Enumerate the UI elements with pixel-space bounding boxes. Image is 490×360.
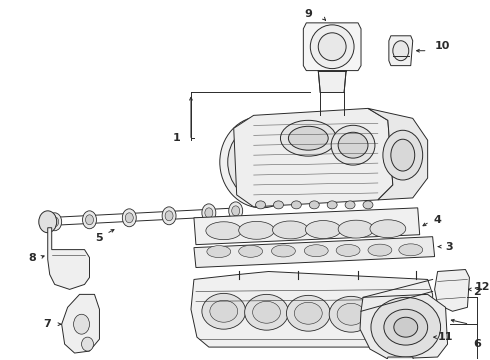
Polygon shape — [191, 271, 433, 347]
Ellipse shape — [383, 130, 423, 180]
Polygon shape — [389, 36, 413, 66]
Ellipse shape — [287, 295, 330, 331]
Polygon shape — [368, 108, 428, 200]
Polygon shape — [318, 71, 346, 93]
Ellipse shape — [292, 201, 301, 209]
Ellipse shape — [331, 125, 375, 165]
Ellipse shape — [338, 132, 368, 158]
Ellipse shape — [162, 207, 176, 225]
Ellipse shape — [371, 297, 415, 333]
Ellipse shape — [371, 297, 441, 357]
Ellipse shape — [329, 296, 373, 332]
Text: 11: 11 — [438, 332, 453, 342]
Ellipse shape — [368, 244, 392, 256]
Ellipse shape — [294, 302, 322, 324]
Text: 9: 9 — [304, 9, 312, 19]
Ellipse shape — [253, 301, 280, 323]
Ellipse shape — [327, 201, 337, 209]
Ellipse shape — [338, 220, 374, 238]
Ellipse shape — [363, 201, 373, 209]
Ellipse shape — [245, 294, 289, 330]
Ellipse shape — [384, 309, 428, 345]
Text: 3: 3 — [446, 242, 453, 252]
Ellipse shape — [345, 201, 355, 209]
Polygon shape — [385, 357, 416, 360]
Text: 6: 6 — [473, 339, 481, 349]
Ellipse shape — [391, 139, 415, 171]
Ellipse shape — [48, 213, 62, 231]
Polygon shape — [194, 237, 435, 267]
Polygon shape — [234, 108, 393, 207]
Text: 1: 1 — [173, 133, 181, 143]
Text: 10: 10 — [435, 41, 450, 51]
Ellipse shape — [289, 126, 328, 150]
Ellipse shape — [337, 303, 365, 325]
Ellipse shape — [310, 25, 354, 69]
Ellipse shape — [207, 246, 231, 257]
Ellipse shape — [220, 116, 303, 208]
Ellipse shape — [394, 317, 417, 337]
Ellipse shape — [271, 245, 295, 257]
Ellipse shape — [232, 206, 240, 216]
Ellipse shape — [244, 142, 279, 182]
Ellipse shape — [370, 220, 406, 238]
Ellipse shape — [256, 201, 266, 209]
Ellipse shape — [272, 221, 308, 239]
Ellipse shape — [336, 244, 360, 256]
Ellipse shape — [205, 208, 213, 218]
Ellipse shape — [125, 213, 133, 223]
Ellipse shape — [122, 209, 136, 227]
Ellipse shape — [239, 221, 274, 239]
Ellipse shape — [210, 300, 238, 322]
Ellipse shape — [202, 204, 216, 222]
Ellipse shape — [318, 33, 346, 60]
Ellipse shape — [393, 41, 409, 60]
Ellipse shape — [309, 201, 319, 209]
Text: 12: 12 — [475, 282, 490, 292]
Ellipse shape — [229, 202, 243, 220]
Ellipse shape — [280, 120, 336, 156]
Ellipse shape — [86, 215, 94, 225]
Text: 4: 4 — [434, 215, 441, 225]
Ellipse shape — [82, 211, 97, 229]
Ellipse shape — [273, 201, 283, 209]
Ellipse shape — [305, 221, 341, 238]
Text: 7: 7 — [43, 319, 50, 329]
Text: 5: 5 — [96, 233, 103, 243]
Polygon shape — [303, 23, 361, 71]
Polygon shape — [194, 208, 420, 245]
Ellipse shape — [202, 293, 245, 329]
Text: 8: 8 — [28, 253, 36, 262]
Ellipse shape — [228, 124, 295, 200]
Ellipse shape — [399, 244, 423, 256]
Ellipse shape — [51, 217, 59, 227]
Ellipse shape — [379, 304, 407, 326]
Ellipse shape — [74, 314, 90, 334]
Polygon shape — [48, 228, 90, 289]
Ellipse shape — [81, 337, 94, 351]
Ellipse shape — [304, 245, 328, 257]
Ellipse shape — [165, 211, 173, 221]
Polygon shape — [360, 294, 447, 359]
Text: 2: 2 — [473, 287, 481, 297]
Polygon shape — [62, 294, 99, 353]
Polygon shape — [435, 270, 469, 311]
Ellipse shape — [239, 246, 263, 257]
Ellipse shape — [206, 222, 242, 240]
Ellipse shape — [39, 211, 57, 233]
